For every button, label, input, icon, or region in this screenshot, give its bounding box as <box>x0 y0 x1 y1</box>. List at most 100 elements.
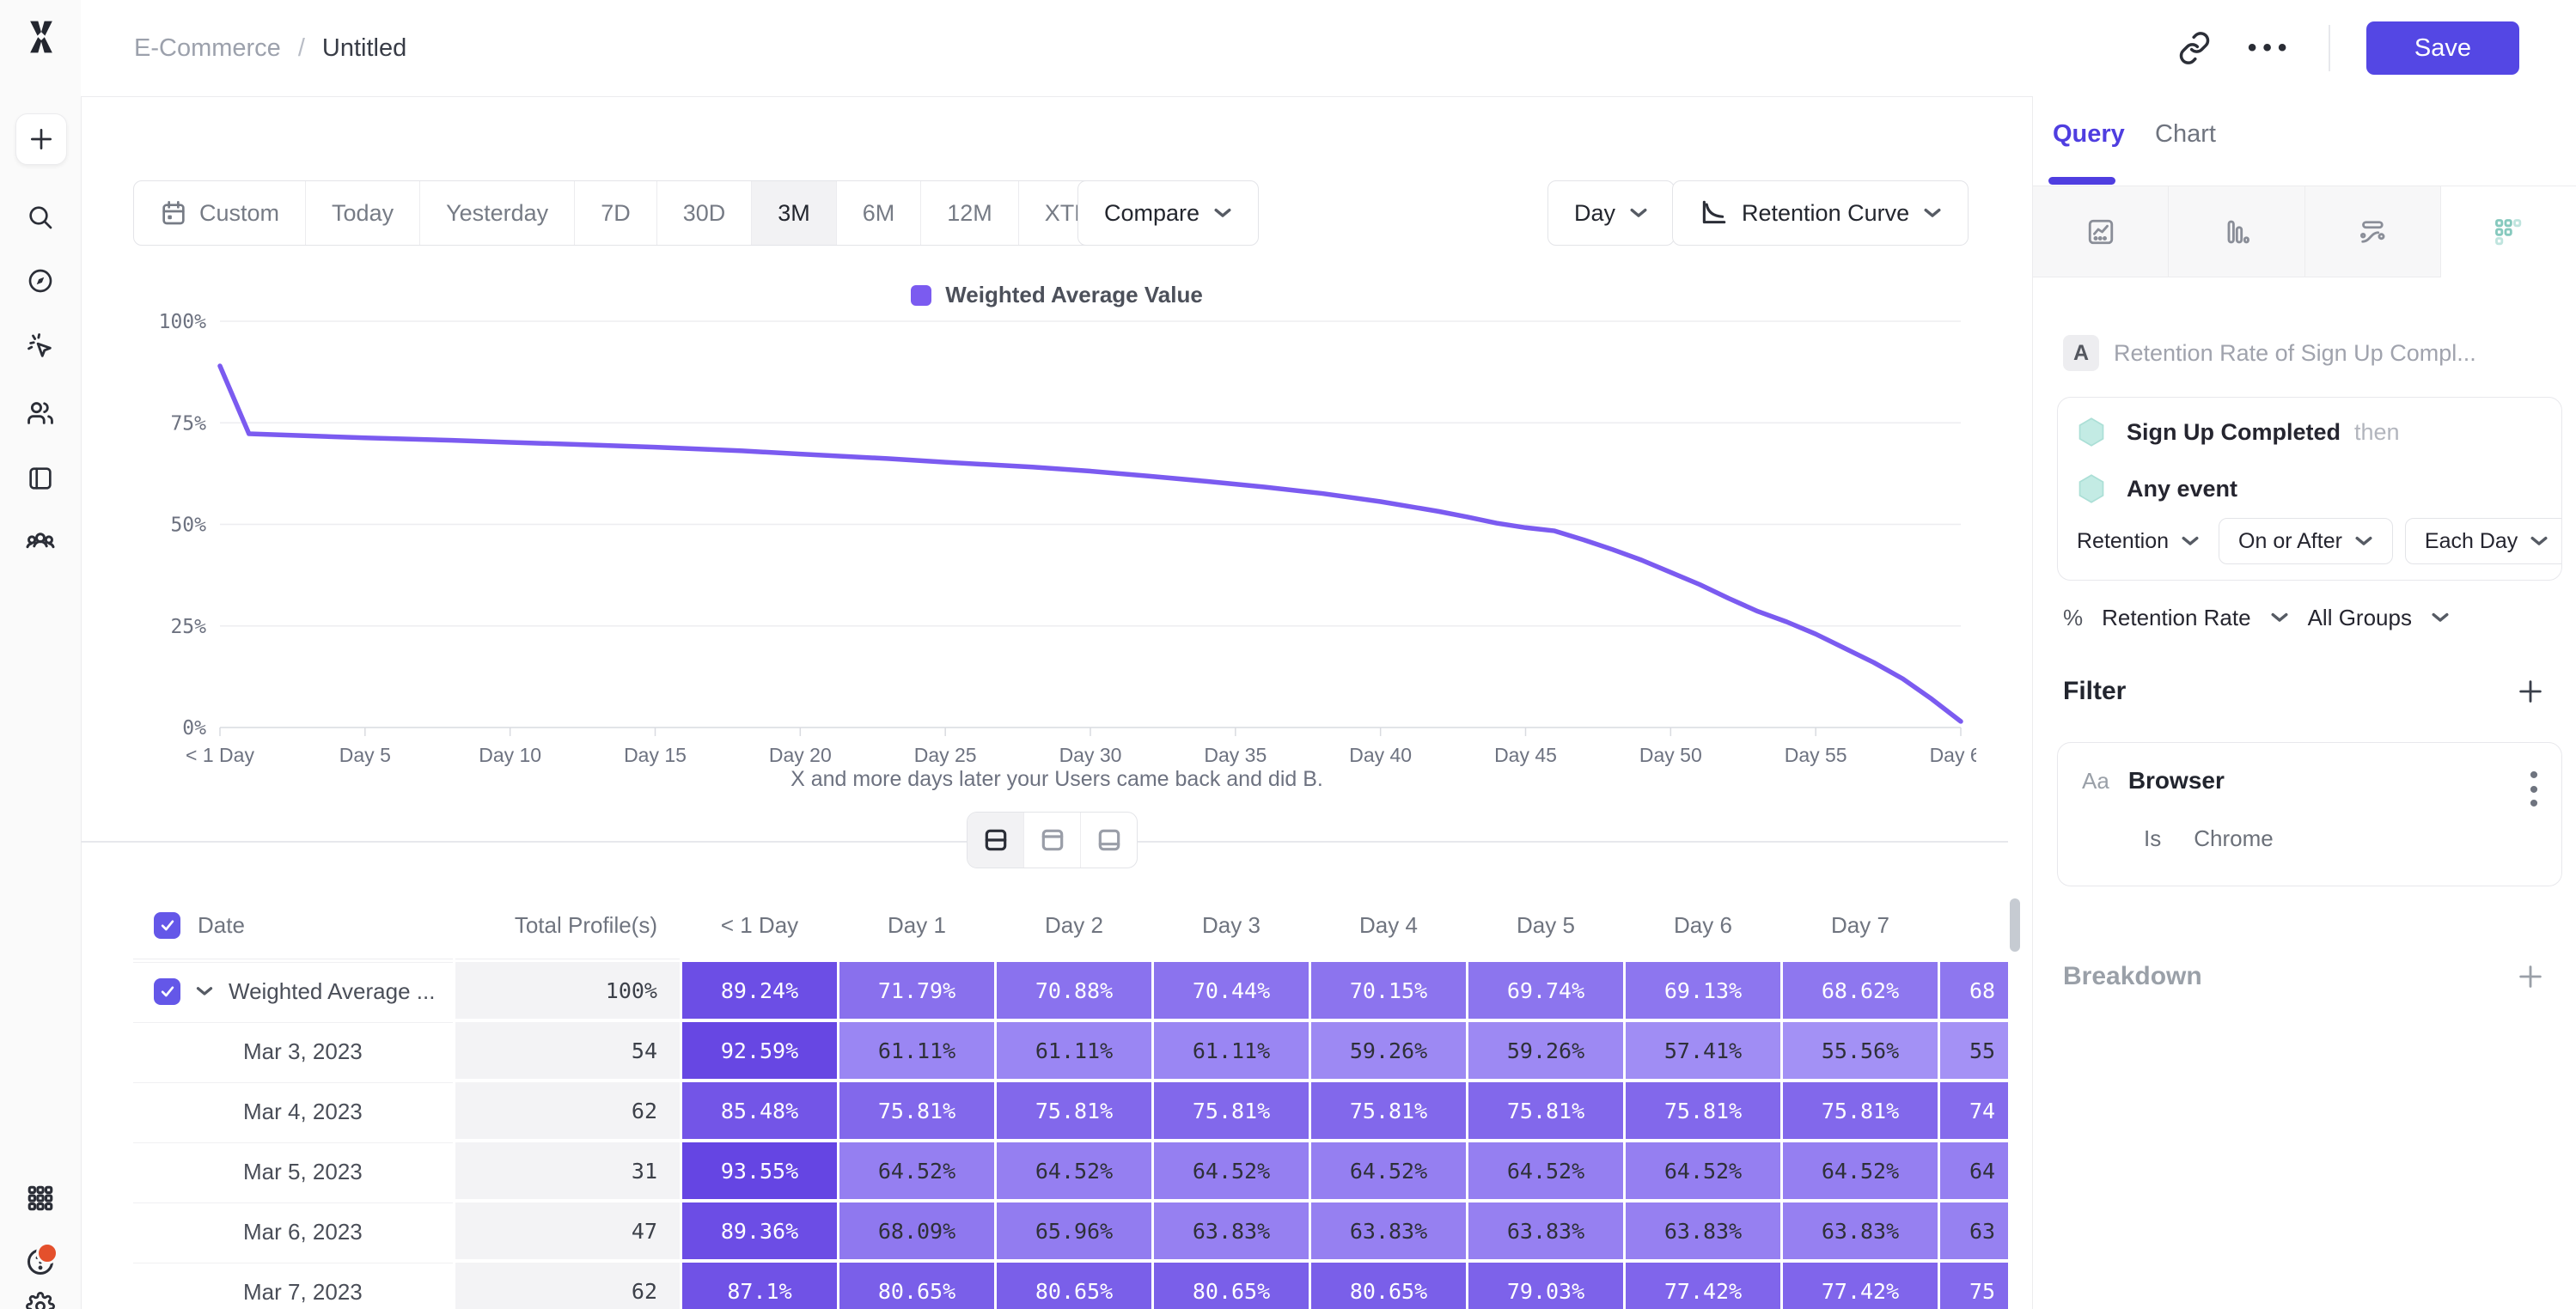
save-button[interactable]: Save <box>2365 21 2519 75</box>
retention-cell[interactable]: 87.1% <box>682 1263 837 1309</box>
granularity-dropdown[interactable]: Day <box>1547 180 1676 246</box>
filter-property[interactable]: Browser <box>2127 767 2225 794</box>
chart-type-dropdown[interactable]: Retention Curve <box>1672 180 1969 246</box>
view-toggle-chart-only[interactable] <box>1024 813 1081 868</box>
range-button-12m[interactable]: 12M <box>921 181 1019 245</box>
add-filter-icon[interactable] <box>2516 677 2545 706</box>
retention-cell[interactable]: 63.83% <box>1311 1202 1466 1259</box>
measure-dropdown[interactable]: Retention Rate <box>2102 605 2251 630</box>
retention-cell-clipped[interactable]: 63 <box>1940 1202 2008 1259</box>
groups-dropdown[interactable]: All Groups <box>2307 605 2412 630</box>
sidebar-item-help[interactable] <box>15 1237 65 1287</box>
sidebar-item-events[interactable] <box>15 321 65 371</box>
retention-cell[interactable]: 70.44% <box>1154 962 1309 1019</box>
filter-value[interactable]: Chrome <box>2194 825 2274 851</box>
retention-cell[interactable]: 77.42% <box>1626 1263 1780 1309</box>
event-a-row[interactable]: Sign Up Completed then <box>2077 417 2400 447</box>
retention-cell[interactable]: 64.52% <box>1783 1142 1938 1199</box>
retention-cell[interactable]: 80.65% <box>1311 1263 1466 1309</box>
retention-cell[interactable]: 63.83% <box>1783 1202 1938 1259</box>
window-dropdown[interactable]: On or After <box>2219 518 2393 564</box>
tab-query[interactable]: Query <box>2053 120 2125 148</box>
select-all-checkbox[interactable] <box>154 911 180 939</box>
retention-cell[interactable]: 75.81% <box>1626 1082 1780 1139</box>
row-checkbox[interactable] <box>154 977 180 1005</box>
range-button-yesterday[interactable]: Yesterday <box>420 181 576 245</box>
retention-cell[interactable]: 70.15% <box>1311 962 1466 1019</box>
range-button-30d[interactable]: 30D <box>657 181 753 245</box>
retention-cell[interactable]: 79.03% <box>1468 1263 1623 1309</box>
sidebar-item-library[interactable] <box>15 454 65 503</box>
retention-cell[interactable]: 75.81% <box>1468 1082 1623 1139</box>
retention-cell[interactable]: 69.13% <box>1626 962 1780 1019</box>
bucket-dropdown[interactable]: Each Day <box>2404 518 2561 564</box>
retention-cell[interactable]: 64.52% <box>1311 1142 1466 1199</box>
sidebar-item-explore[interactable] <box>15 256 65 306</box>
range-button-custom[interactable]: Custom <box>134 181 307 245</box>
retention-cell[interactable]: 70.88% <box>997 962 1151 1019</box>
share-link-icon[interactable] <box>2177 31 2212 65</box>
retention-cell-clipped[interactable]: 55 <box>1940 1022 2008 1079</box>
retention-cell[interactable]: 65.96% <box>997 1202 1151 1259</box>
retention-cell[interactable]: 64.52% <box>1468 1142 1623 1199</box>
retention-cell[interactable]: 64.52% <box>839 1142 994 1199</box>
retention-cell[interactable]: 89.36% <box>682 1202 837 1259</box>
compare-button[interactable]: Compare <box>1077 180 1260 246</box>
retention-cell[interactable]: 77.42% <box>1783 1263 1938 1309</box>
new-report-button[interactable] <box>15 113 67 165</box>
sidebar-item-users[interactable] <box>15 388 65 438</box>
retention-cell[interactable]: 92.59% <box>682 1022 837 1079</box>
retention-cell[interactable]: 75.81% <box>1783 1082 1938 1139</box>
retention-cell[interactable]: 63.83% <box>1626 1202 1780 1259</box>
retention-cell[interactable]: 71.79% <box>839 962 994 1019</box>
retention-cell-clipped[interactable]: 75 <box>1940 1263 2008 1309</box>
retention-cell[interactable]: 55.56% <box>1783 1022 1938 1079</box>
chart-type-tab-bar[interactable] <box>2169 186 2305 277</box>
retention-cell[interactable]: 69.74% <box>1468 962 1623 1019</box>
retention-cell[interactable]: 75.81% <box>1154 1082 1309 1139</box>
retention-cell[interactable]: 80.65% <box>997 1263 1151 1309</box>
retention-cell[interactable]: 68.09% <box>839 1202 994 1259</box>
retention-cell-clipped[interactable]: 74 <box>1940 1082 2008 1139</box>
retention-cell[interactable]: 68.62% <box>1783 962 1938 1019</box>
retention-cell[interactable]: 64.52% <box>997 1142 1151 1199</box>
chart-type-tab-grid[interactable] <box>2440 186 2576 277</box>
retention-cell[interactable]: 93.55% <box>682 1142 837 1199</box>
app-logo[interactable] <box>16 12 66 62</box>
expand-row-icon[interactable] <box>196 986 213 997</box>
add-breakdown-icon[interactable] <box>2516 962 2545 991</box>
retention-cell-clipped[interactable]: 64 <box>1940 1142 2008 1199</box>
retention-cell[interactable]: 59.26% <box>1311 1022 1466 1079</box>
tab-chart[interactable]: Chart <box>2155 120 2216 148</box>
retention-cell-clipped[interactable]: 68 <box>1940 962 2008 1019</box>
retention-cell[interactable]: 63.83% <box>1154 1202 1309 1259</box>
retention-cell[interactable]: 89.24% <box>682 962 837 1019</box>
event-b-row[interactable]: Any event <box>2077 473 2237 504</box>
retention-cell[interactable]: 75.81% <box>997 1082 1151 1139</box>
retention-cell[interactable]: 61.11% <box>997 1022 1151 1079</box>
sidebar-item-cohorts[interactable] <box>15 519 65 569</box>
retention-cell[interactable]: 85.48% <box>682 1082 837 1139</box>
retention-cell[interactable]: 80.65% <box>1154 1263 1309 1309</box>
sidebar-item-apps[interactable] <box>15 1173 65 1223</box>
retention-cell[interactable]: 63.83% <box>1468 1202 1623 1259</box>
retention-cell[interactable]: 75.81% <box>839 1082 994 1139</box>
retention-cell[interactable]: 61.11% <box>1154 1022 1309 1079</box>
retention-cell[interactable]: 64.52% <box>1626 1142 1780 1199</box>
retention-cell[interactable]: 75.81% <box>1311 1082 1466 1139</box>
breadcrumb-parent[interactable]: E-Commerce <box>134 33 281 62</box>
retention-dropdown[interactable]: Retention <box>2077 529 2207 554</box>
retention-cell[interactable]: 61.11% <box>839 1022 994 1079</box>
query-title[interactable]: Retention Rate of Sign Up Compl... <box>2114 340 2476 366</box>
retention-cell[interactable]: 59.26% <box>1468 1022 1623 1079</box>
retention-cell[interactable]: 57.41% <box>1626 1022 1780 1079</box>
range-button-7d[interactable]: 7D <box>575 181 657 245</box>
more-options-icon[interactable]: ••• <box>2247 33 2293 62</box>
chart-type-tab-line[interactable] <box>2033 186 2170 277</box>
breadcrumb-current[interactable]: Untitled <box>321 33 407 62</box>
vertical-scrollbar[interactable] <box>2010 898 2020 952</box>
range-button-today[interactable]: Today <box>306 181 421 245</box>
sidebar-item-search[interactable] <box>15 192 65 242</box>
view-toggle-split[interactable] <box>968 813 1024 868</box>
view-toggle-table-only[interactable] <box>1081 813 1137 868</box>
